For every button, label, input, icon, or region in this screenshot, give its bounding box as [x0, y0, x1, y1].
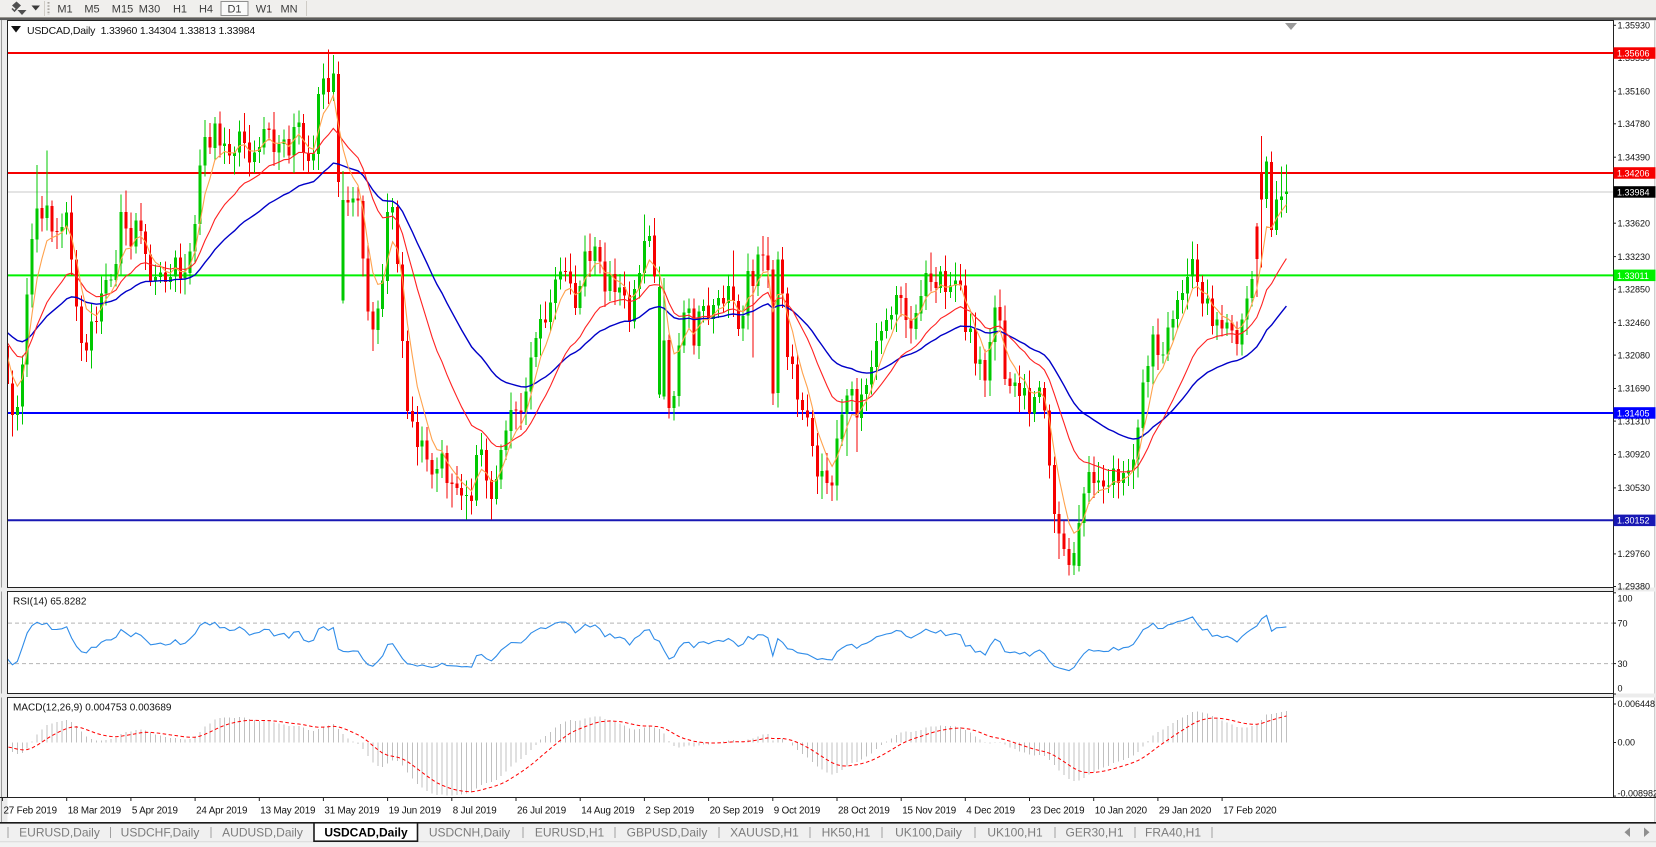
svg-text:29 Jan 2020: 29 Jan 2020: [1159, 806, 1212, 817]
svg-text:1.31690: 1.31690: [1618, 384, 1651, 394]
svg-text:8 Jul 2019: 8 Jul 2019: [453, 806, 497, 817]
svg-text:5 Apr 2019: 5 Apr 2019: [132, 806, 178, 817]
svg-text:23 Dec 2019: 23 Dec 2019: [1031, 806, 1085, 817]
svg-text:70: 70: [1618, 618, 1628, 628]
svg-text:1.31310: 1.31310: [1618, 416, 1651, 426]
svg-text:M1: M1: [57, 4, 72, 16]
svg-text:31 May 2019: 31 May 2019: [324, 806, 379, 817]
svg-text:30: 30: [1618, 659, 1628, 669]
svg-text:-0.008982: -0.008982: [1618, 789, 1656, 799]
svg-text:1.31405: 1.31405: [1617, 408, 1650, 418]
svg-text:17 Feb 2020: 17 Feb 2020: [1223, 806, 1277, 817]
svg-text:1.30920: 1.30920: [1618, 450, 1651, 460]
svg-text:1.35606: 1.35606: [1617, 48, 1650, 58]
svg-text:15 Nov 2019: 15 Nov 2019: [902, 806, 956, 817]
svg-text:USDCNH,Daily: USDCNH,Daily: [429, 826, 510, 840]
svg-text:FRA40,H1: FRA40,H1: [1145, 826, 1201, 840]
svg-text:1.32460: 1.32460: [1618, 318, 1651, 328]
svg-text:20 Sep 2019: 20 Sep 2019: [710, 806, 764, 817]
svg-text:1.33011: 1.33011: [1617, 271, 1649, 281]
svg-text:M30: M30: [139, 4, 160, 16]
svg-text:1.33984: 1.33984: [1617, 187, 1650, 197]
svg-text:1.33230: 1.33230: [1618, 252, 1651, 262]
svg-text:24 Apr 2019: 24 Apr 2019: [196, 806, 247, 817]
svg-text:19 Jun 2019: 19 Jun 2019: [389, 806, 441, 817]
svg-text:14 Aug 2019: 14 Aug 2019: [581, 806, 634, 817]
svg-text:9 Oct 2019: 9 Oct 2019: [774, 806, 820, 817]
svg-text:13 May 2019: 13 May 2019: [260, 806, 315, 817]
svg-text:1.35930: 1.35930: [1618, 21, 1651, 31]
svg-text:4 Dec 2019: 4 Dec 2019: [966, 806, 1015, 817]
svg-text:GER30,H1: GER30,H1: [1065, 826, 1123, 840]
svg-text:USDCAD,Daily: USDCAD,Daily: [324, 826, 408, 840]
svg-text:MACD(12,26,9) 0.004753 0.00368: MACD(12,26,9) 0.004753 0.003689: [13, 703, 172, 714]
svg-text:0: 0: [1618, 684, 1623, 694]
svg-text:1.34390: 1.34390: [1618, 152, 1651, 162]
svg-text:D1: D1: [227, 4, 241, 16]
svg-text:UK100,Daily: UK100,Daily: [895, 826, 962, 840]
svg-text:EURUSD,Daily: EURUSD,Daily: [19, 826, 100, 840]
svg-text:XAUUSD,H1: XAUUSD,H1: [730, 826, 799, 840]
svg-text:100: 100: [1618, 594, 1633, 604]
svg-text:26 Jul 2019: 26 Jul 2019: [517, 806, 566, 817]
svg-text:1.29380: 1.29380: [1618, 582, 1651, 592]
svg-text:18 Mar 2019: 18 Mar 2019: [68, 806, 121, 817]
svg-text:1.32080: 1.32080: [1618, 350, 1651, 360]
svg-text:1.34780: 1.34780: [1618, 119, 1651, 129]
svg-text:HK50,H1: HK50,H1: [822, 826, 871, 840]
svg-text:W1: W1: [256, 4, 273, 16]
svg-text:1.30152: 1.30152: [1617, 516, 1650, 526]
svg-text:28 Oct 2019: 28 Oct 2019: [838, 806, 890, 817]
svg-text:AUDUSD,Daily: AUDUSD,Daily: [222, 826, 303, 840]
svg-text:1.35160: 1.35160: [1618, 86, 1651, 96]
svg-text:0.006448: 0.006448: [1618, 699, 1656, 709]
svg-text:USDCAD,Daily 1.33960 1.34304: USDCAD,Daily 1.33960 1.34304 1.33813 1.3…: [27, 25, 255, 37]
svg-text:M15: M15: [112, 4, 133, 16]
svg-text:1.34206: 1.34206: [1617, 168, 1650, 178]
svg-text:27 Feb 2019: 27 Feb 2019: [4, 806, 57, 817]
svg-text:USDCHF,Daily: USDCHF,Daily: [121, 826, 200, 840]
svg-text:H4: H4: [199, 4, 213, 16]
svg-text:1.33620: 1.33620: [1618, 218, 1651, 228]
svg-text:0.00: 0.00: [1618, 738, 1636, 748]
svg-text:H1: H1: [173, 4, 187, 16]
svg-text:1.30530: 1.30530: [1618, 483, 1651, 493]
svg-text:M5: M5: [84, 4, 99, 16]
svg-text:GBPUSD,Daily: GBPUSD,Daily: [627, 826, 708, 840]
svg-text:RSI(14) 65.8282: RSI(14) 65.8282: [13, 597, 87, 608]
svg-text:10 Jan 2020: 10 Jan 2020: [1095, 806, 1148, 817]
svg-text:2 Sep 2019: 2 Sep 2019: [645, 806, 694, 817]
svg-text:MN: MN: [280, 4, 297, 16]
svg-text:1.29760: 1.29760: [1618, 549, 1651, 559]
svg-text:1.32850: 1.32850: [1618, 284, 1651, 294]
svg-text:UK100,H1: UK100,H1: [987, 826, 1043, 840]
svg-text:EURUSD,H1: EURUSD,H1: [535, 826, 605, 840]
